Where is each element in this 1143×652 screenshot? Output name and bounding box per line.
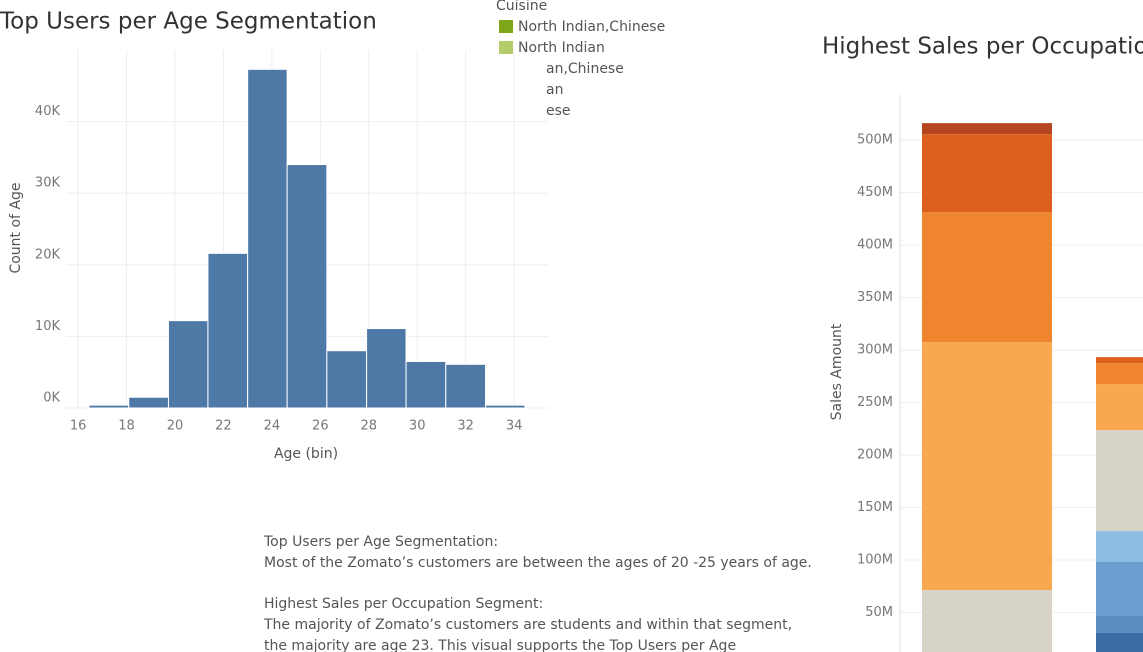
x-tick-label: 18	[118, 419, 135, 434]
bar-segment	[922, 123, 1052, 135]
y-axis-label: Count of Age	[8, 182, 24, 273]
bar-segment	[1096, 430, 1143, 532]
y-tick-label: 20K	[35, 247, 61, 262]
bar-segment	[922, 134, 1052, 213]
histogram-bar	[207, 252, 249, 409]
bar-segment	[1096, 632, 1143, 652]
legend-swatch	[499, 20, 513, 33]
bar-segment	[1096, 363, 1143, 385]
note-text: The majority of Zomato’s customers are s…	[263, 617, 792, 633]
histogram-bar	[445, 363, 487, 409]
x-tick-label: 26	[312, 419, 329, 434]
x-tick-label: 22	[215, 419, 232, 434]
y-tick-label: 400M	[857, 238, 893, 253]
chart-title: Top Users per Age Segmentation	[0, 9, 377, 35]
y-tick-label: 250M	[857, 395, 893, 410]
y-tick-label: 100M	[857, 553, 893, 568]
bar-segment	[922, 212, 1052, 343]
legend-title: Cuisine	[496, 0, 547, 14]
note-heading: Top Users per Age Segmentation:	[263, 534, 498, 550]
x-axis-label: Age (bin)	[274, 446, 338, 462]
y-tick-label: 10K	[35, 319, 61, 334]
y-tick-label: 200M	[857, 448, 893, 463]
x-tick-label: 20	[167, 419, 184, 434]
legend-label: an,Chinese	[546, 61, 624, 77]
legend-label: an	[546, 82, 563, 98]
histogram-bar	[405, 360, 447, 409]
y-tick-label: 350M	[857, 290, 893, 305]
y-tick-label: 50M	[865, 605, 893, 620]
histogram-bar	[88, 404, 130, 409]
bar-segment	[922, 342, 1052, 591]
x-tick-label: 30	[409, 419, 426, 434]
x-tick-label: 32	[457, 419, 474, 434]
bar-segment	[1096, 562, 1143, 616]
x-tick-label: 24	[264, 419, 281, 434]
y-tick-label: 300M	[857, 343, 893, 358]
y-tick-label: 0K	[43, 391, 60, 406]
bar-segment	[1096, 357, 1143, 364]
y-tick-label: 450M	[857, 185, 893, 200]
note-text: the majority are age 23. This visual sup…	[264, 638, 736, 652]
y-tick-label: 30K	[35, 176, 61, 191]
x-tick-label: 16	[70, 419, 87, 434]
x-tick-label: 34	[506, 419, 523, 434]
bar-segment	[1096, 531, 1143, 563]
histogram-bar	[366, 328, 407, 409]
y-tick-label: 40K	[35, 104, 61, 119]
y-tick-label: 150M	[857, 500, 893, 515]
y-axis-label: Sales Amount	[829, 323, 845, 420]
y-tick-label: 500M	[857, 133, 893, 148]
legend-label: North Indian	[518, 40, 605, 56]
note-heading: Highest Sales per Occupation Segment:	[264, 596, 543, 612]
legend-swatch	[499, 41, 513, 54]
histogram-bar	[128, 396, 169, 409]
legend-label: North Indian,Chinese	[518, 19, 665, 35]
bar-segment	[1096, 615, 1143, 633]
bar-segment	[1096, 384, 1143, 431]
bar-segment	[922, 590, 1052, 652]
chart-title: Highest Sales per Occupatio	[822, 34, 1143, 60]
histogram-bar	[485, 404, 526, 409]
histogram-bar	[167, 320, 209, 409]
histogram-bar	[247, 68, 288, 409]
x-tick-label: 28	[360, 419, 377, 434]
histogram-bar	[286, 164, 328, 409]
legend-label: ese	[546, 103, 571, 119]
note-text: Most of the Zomato’s customers are betwe…	[264, 555, 812, 571]
histogram-bar	[326, 350, 368, 409]
